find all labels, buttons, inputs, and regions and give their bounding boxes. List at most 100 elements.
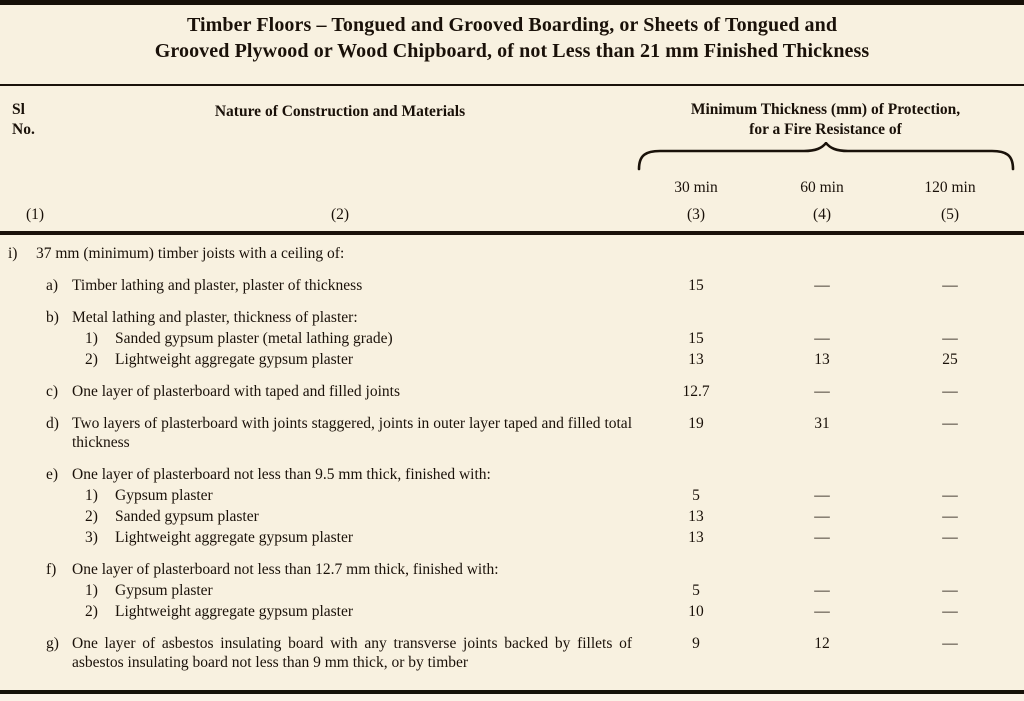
row-label: 3) (85, 529, 98, 546)
col-header-nature: Nature of Construction and Materials (214, 103, 466, 120)
value-col-4: — (814, 487, 830, 504)
value-col-4: 31 (814, 415, 830, 432)
row-description: One layer of asbestos insulating board w… (72, 635, 632, 671)
col-number-4: (4) (812, 206, 832, 223)
table-row: 1) Sanded gypsum plaster (metal lathing g… (0, 329, 1024, 348)
value-col-4: — (814, 603, 830, 620)
row-description: Sanded gypsum plaster (115, 508, 259, 525)
value-col-3: 5 (692, 582, 700, 599)
table-body: i) 37 mm (minimum) timber joists with a c… (0, 238, 1024, 690)
row-label: i) (8, 245, 18, 262)
row-description: One layer of plasterboard with taped and… (72, 383, 400, 400)
value-col-5: — (942, 277, 958, 294)
value-col-5: — (942, 529, 958, 546)
row-label: 2) (85, 351, 98, 368)
table-row: 2) Lightweight aggregate gypsum plaster 10… (0, 602, 1024, 621)
value-col-4: — (814, 277, 830, 294)
row-label: c) (46, 383, 59, 400)
table-row: 1) Gypsum plaster 5 — — (0, 486, 1024, 505)
value-col-3: 13 (688, 508, 704, 525)
col-number-1: (1) (26, 206, 45, 223)
table-row: 1) Gypsum plaster 5 — — (0, 581, 1024, 600)
col-header-no: No. (12, 121, 35, 138)
col-number-3: (3) (686, 206, 706, 223)
value-col-4: — (814, 529, 830, 546)
row-description: One layer of plasterboard not less than … (72, 466, 491, 483)
table-row: 2) Lightweight aggregate gypsum plaster 13… (0, 350, 1024, 369)
row-label: 1) (85, 487, 98, 504)
table-row: 2) Sanded gypsum plaster 13 — — (0, 507, 1024, 526)
table-row: e) One layer of plasterboard not less tha… (0, 465, 1024, 484)
value-col-5: — (942, 383, 958, 400)
value-col-3: 19 (688, 415, 704, 432)
row-label: 2) (85, 603, 98, 620)
row-description: Sanded gypsum plaster (metal lathing gra… (115, 330, 393, 347)
table-header: Sl No. Nature of Construction and Materi… (0, 87, 1024, 231)
value-col-5: — (942, 487, 958, 504)
row-label: f) (46, 561, 57, 578)
value-col-4: 13 (814, 351, 830, 368)
table-title-line2: Grooved Plywood or Wood Chipboard, of no… (154, 40, 870, 62)
row-label: b) (46, 309, 59, 326)
value-col-5: 25 (942, 351, 958, 368)
row-description: Lightweight aggregate gypsum plaster (115, 603, 354, 620)
value-col-3: 5 (692, 487, 700, 504)
col-header-sl: Sl (12, 101, 25, 118)
row-description: Lightweight aggregate gypsum plaster (115, 351, 354, 368)
value-col-3: 15 (688, 277, 704, 294)
table-row: a) Timber lathing and plaster, plaster of… (0, 276, 1024, 295)
value-col-5: — (942, 415, 958, 432)
overbrace-icon (637, 142, 1015, 171)
col-number-2: (2) (330, 206, 350, 223)
value-col-3: 9 (692, 635, 700, 652)
table-row: b) Metal lathing and plaster, thickness o… (0, 308, 1024, 327)
table-row: g) One layer of asbestos insulating board… (0, 634, 1024, 672)
row-label: 2) (85, 508, 98, 525)
col-header-thickness-line2: for a Fire Resistance of (749, 121, 902, 138)
row-description: Lightweight aggregate gypsum plaster (115, 529, 354, 546)
header-top-rule (0, 84, 1024, 86)
table-row: i) 37 mm (minimum) timber joists with a c… (0, 244, 1024, 263)
row-label: g) (46, 635, 59, 652)
row-description: One layer of plasterboard not less than … (72, 561, 499, 578)
value-col-3: 13 (688, 529, 704, 546)
table-row: 3) Lightweight aggregate gypsum plaster 13… (0, 528, 1024, 547)
row-description: Two layers of plasterboard with joints s… (72, 415, 632, 451)
col-header-120min: 120 min (924, 179, 976, 196)
value-col-5: — (942, 603, 958, 620)
table-title: Timber Floors – Tongued and Grooved Boar… (0, 5, 1024, 83)
value-col-4: — (814, 582, 830, 599)
value-col-4: — (814, 330, 830, 347)
value-col-4: — (814, 383, 830, 400)
row-label: 1) (85, 330, 98, 347)
table-row: f) One layer of plasterboard not less tha… (0, 560, 1024, 579)
page-top-border (0, 0, 1024, 5)
row-description: Gypsum plaster (115, 487, 213, 504)
value-col-4: 12 (814, 635, 830, 652)
value-col-5: — (942, 582, 958, 599)
table-bottom-rule (0, 690, 1024, 694)
col-number-5: (5) (940, 206, 960, 223)
row-description: Metal lathing and plaster, thickness of … (72, 309, 358, 326)
row-label: 1) (85, 582, 98, 599)
col-header-thickness-line1: Minimum Thickness (mm) of Protection, (690, 101, 961, 118)
row-label: e) (46, 466, 59, 483)
value-col-5: — (942, 635, 958, 652)
value-col-4: — (814, 508, 830, 525)
value-col-3: 15 (688, 330, 704, 347)
value-col-5: — (942, 508, 958, 525)
col-header-thickness-group: Minimum Thickness (mm) of Protection, fo… (633, 100, 1018, 140)
value-col-5: — (942, 330, 958, 347)
value-col-3: 10 (688, 603, 704, 620)
table-row: c) One layer of plasterboard with taped a… (0, 382, 1024, 401)
table-title-line1: Timber Floors – Tongued and Grooved Boar… (186, 14, 838, 36)
row-label: a) (46, 277, 59, 294)
row-description: Timber lathing and plaster, plaster of t… (72, 277, 363, 294)
page-footer-band (0, 694, 1024, 701)
value-col-3: 12.7 (682, 383, 710, 400)
col-header-sl-no: Sl No. (12, 100, 35, 140)
col-header-60min: 60 min (800, 179, 844, 196)
row-description: Gypsum plaster (115, 582, 213, 599)
col-header-30min: 30 min (674, 179, 718, 196)
